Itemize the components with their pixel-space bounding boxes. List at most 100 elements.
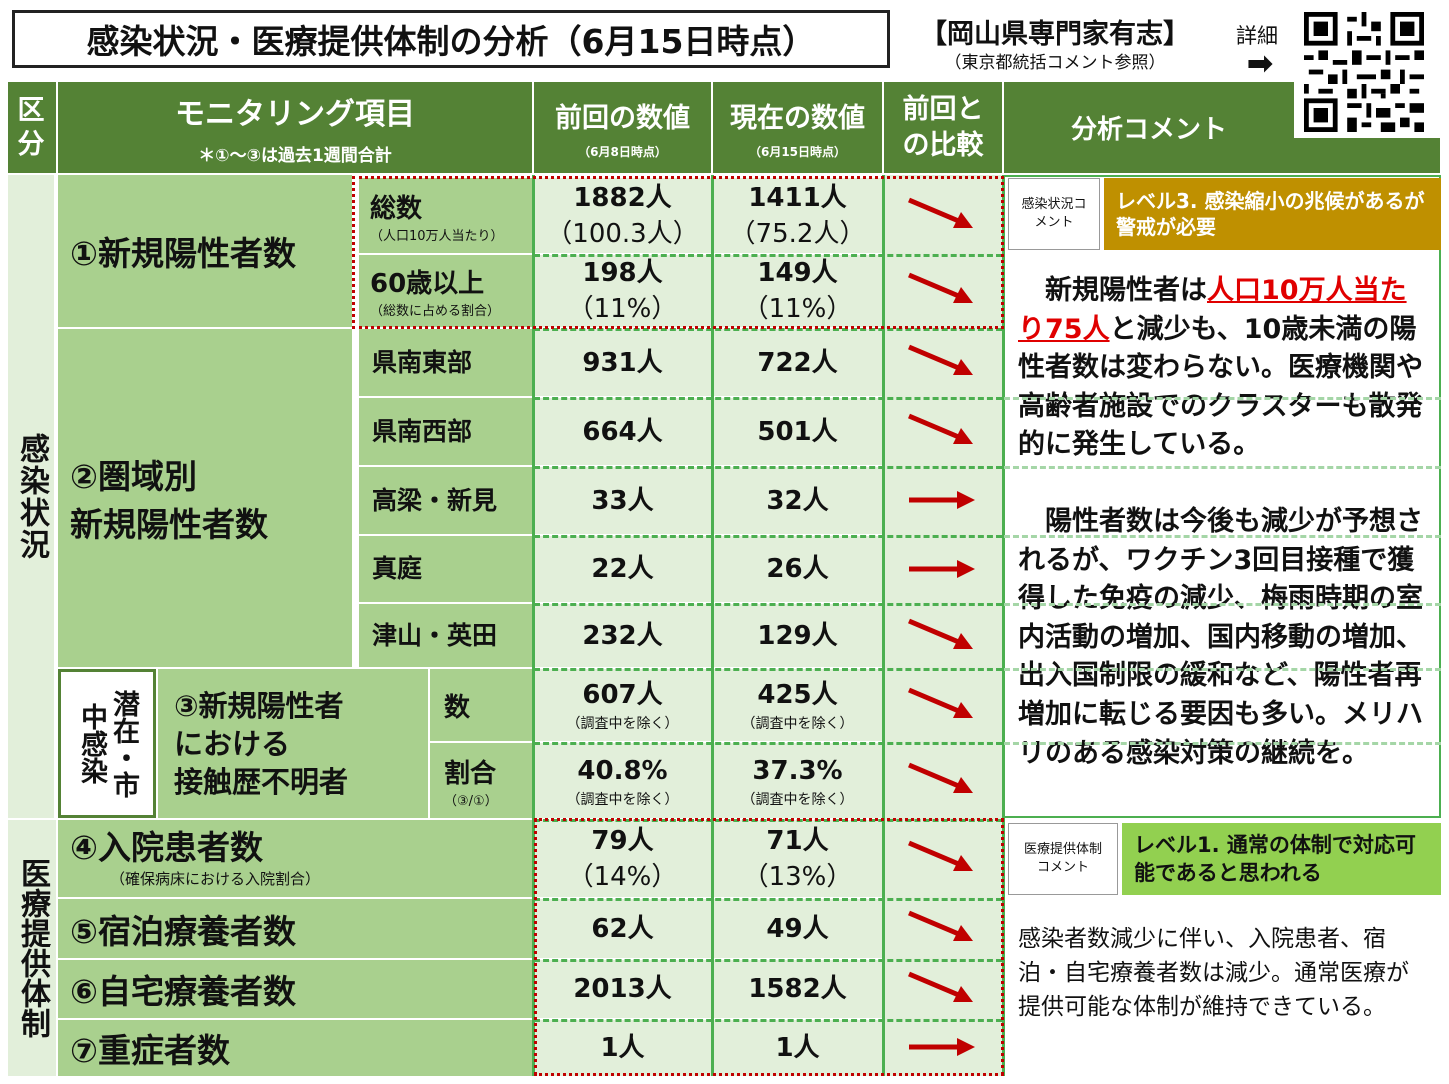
title-box: 感染状況・医療提供体制の分析（6月15日時点） [12,10,890,68]
row1a-curr: 1411人 （75.2人） [713,178,882,253]
region-prev-text: 22人 [591,554,654,584]
region-name: 津山・英田 [358,604,532,667]
arrow-down-right-icon [908,910,973,941]
row-divider [534,819,1002,822]
medical-comment-text: 感染者数減少に伴い、入院患者、宿泊・自宅療養者数は減少。通常医療が提供可能な体制… [1018,926,1409,1020]
comment-frame [1004,175,1441,818]
arrow-down-right-icon [908,840,973,871]
medical-comment-tag: 医療提供体制コメント [1008,823,1118,895]
row4-curr: 71人 （13%） [713,820,882,897]
comment-row-divider [1004,668,1441,671]
region-curr-text: 722人 [757,347,838,378]
row3b-label: 割合 （③/①） [430,743,532,818]
region-name: 高梁・新見 [358,467,532,534]
qr-code[interactable] [1298,6,1430,138]
row1-title: ①新規陽性者数 [58,175,352,327]
arrow-down-right-icon [908,344,973,375]
region-prev-text: 664人 [582,416,663,447]
region-curr-text: 26人 [766,554,829,584]
region-prev: 22人 [534,536,711,602]
source-label: 【岡山県専門家有志】 [920,19,1190,50]
row-divider [534,254,1002,257]
row-divider [534,603,1002,606]
region-prev-text: 232人 [582,620,663,651]
infection-comment-text: 新規陽性者は人口10万人当たり75人と減少も、10歳未満の陽性者数は変わらない。… [1018,275,1423,461]
row3a-prev: 607人 （調査中を除く） [534,669,711,741]
row4-prev: 79人 （14%） [534,820,711,897]
region-name-text: 県南東部 [372,347,473,377]
row1b-label: 60歳以上 （総数に占める割合） [358,255,532,327]
source-note: （東京都統括コメント参照） [944,53,1166,73]
region-curr: 32人 [713,467,882,534]
region-curr-text: 501人 [757,416,838,447]
qr-code-icon [1304,12,1424,132]
col-category-header: 区分 [8,82,56,173]
row-divider [534,959,1002,962]
row7-title: ⑦重症者数 [58,1020,532,1076]
col-curr-header: 現在の数値 （6月15日時点） [713,82,882,173]
region-curr: 501人 [713,398,882,465]
arrow-down-right-icon [908,197,973,228]
row5-curr: 49人 [713,899,882,958]
region-name-text: 津山・英田 [372,620,498,650]
row-divider [534,898,1002,901]
row2-title: ②圏域別 新規陽性者数 [58,329,352,667]
header-extension [1294,138,1440,173]
detail-arrow-icon: ➡ [1246,44,1274,82]
arrow-down-right-icon [908,971,973,1002]
region-name-text: 県南西部 [372,416,473,446]
region-prev-text: 931人 [582,347,663,378]
col-comment-header: 分析コメント [1004,82,1294,173]
section-medical: 医療提供体制 [8,820,56,1076]
detail-label: 詳細 [1236,24,1278,48]
row-divider [534,328,1002,331]
row-divider [534,742,1002,745]
col-divider [711,175,714,1076]
comment-row-divider [1004,603,1441,606]
infection-comment-tag: 感染状況コメント [1008,178,1100,250]
row4-title: ④入院患者数 （確保病床における入院割合） [58,820,532,897]
row1a-prev: 1882人 （100.3人） [534,178,711,253]
region-curr: 722人 [713,329,882,396]
row5-title: ⑤宿泊療養者数 [58,899,532,958]
arrow-down-right-icon [908,618,973,649]
region-curr-text: 32人 [766,485,829,516]
row-divider [534,1019,1002,1022]
region-prev-text: 33人 [591,485,654,516]
region-name: 真庭 [358,536,532,602]
page-title: 感染状況・医療提供体制の分析（6月15日時点） [86,22,816,61]
row3-side: 潜在・市中感染 [58,669,156,818]
section-infection: 感染状況 [8,175,56,818]
row-divider [534,668,1002,671]
region-prev: 232人 [534,604,711,667]
region-prev: 931人 [534,329,711,396]
row1b-prev: 198人 （11%） [534,255,711,327]
row6-curr: 1582人 [713,960,882,1018]
arrow-right-icon [909,1038,975,1056]
comment-row-divider [1004,397,1441,400]
col-divider [355,178,359,668]
region-prev: 664人 [534,398,711,465]
row3a-label: 数 [430,669,532,741]
region-curr-text: 129人 [757,620,838,651]
row1a-label: 総数 （人口10万人当たり） [358,178,532,253]
row6-prev: 2013人 [534,960,711,1018]
row3a-curr: 425人 （調査中を除く） [713,669,882,741]
arrow-right-icon [909,560,975,578]
region-name: 県南東部 [358,329,532,396]
comment-row-divider [1004,466,1441,469]
row-divider [534,397,1002,400]
row3b-curr: 37.3% （調査中を除く） [713,743,882,818]
region-name-text: 高梁・新見 [372,485,498,515]
row-divider [534,466,1002,469]
arrow-down-right-icon [908,413,973,444]
row5-prev: 62人 [534,899,711,958]
row3-title: ③新規陽性者 における 接触歴不明者 [158,669,428,818]
medical-level-badge: レベル1. 通常の体制で対応可能であると思われる [1122,823,1441,895]
col-item-header: モニタリング項目 ＊①～③は過去1週間合計 [58,82,532,173]
region-curr: 26人 [713,536,882,602]
row-divider [534,535,1002,538]
highlight-value: 人口10万人当たり75人 [1018,275,1407,345]
infection-comment-text-2: 陽性者数は今後も減少が予想されるが、ワクチン3回目接種で獲得した免疫の減少、梅雨… [1018,506,1423,769]
row6-title: ⑥自宅療養者数 [58,960,532,1018]
